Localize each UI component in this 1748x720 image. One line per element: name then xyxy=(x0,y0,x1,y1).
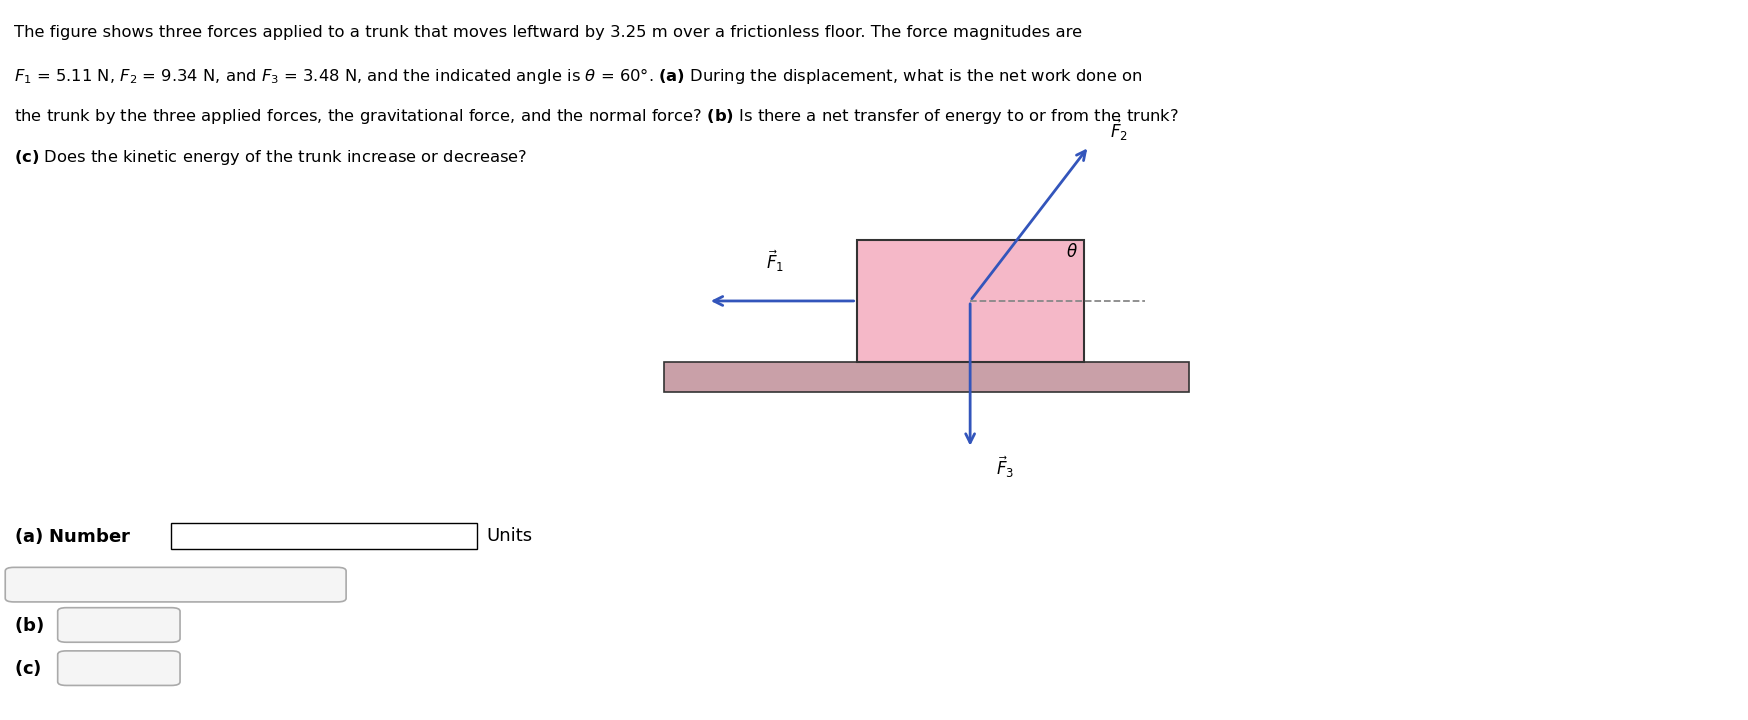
Text: $\theta$: $\theta$ xyxy=(1066,243,1079,261)
Bar xyxy=(857,240,1084,362)
Text: ▼: ▼ xyxy=(150,626,157,635)
Text: $\mathbf{(c)}$ Does the kinetic energy of the trunk increase or decrease?: $\mathbf{(c)}$ Does the kinetic energy o… xyxy=(14,148,528,167)
Text: ▲: ▲ xyxy=(316,575,323,583)
Text: $\mathbf{(b)}$: $\mathbf{(b)}$ xyxy=(14,615,44,635)
Text: $\mathbf{(a)}$ Number: $\mathbf{(a)}$ Number xyxy=(14,526,131,546)
Text: ▼: ▼ xyxy=(316,586,323,595)
Text: $\vec{F}_1$: $\vec{F}_1$ xyxy=(766,248,783,274)
Text: $\vec{F}_3$: $\vec{F}_3$ xyxy=(996,454,1014,480)
FancyBboxPatch shape xyxy=(58,608,180,642)
Text: ▲: ▲ xyxy=(150,615,157,624)
FancyBboxPatch shape xyxy=(58,651,180,685)
Text: The figure shows three forces applied to a trunk that moves leftward by 3.25 m o: The figure shows three forces applied to… xyxy=(14,25,1082,40)
Text: $\vec{F}_2$: $\vec{F}_2$ xyxy=(1110,117,1127,143)
Text: the trunk by the three applied forces, the gravitational force, and the normal f: the trunk by the three applied forces, t… xyxy=(14,107,1178,126)
Text: $F_1$ = 5.11 N, $F_2$ = 9.34 N, and $F_3$ = 3.48 N, and the indicated angle is $: $F_1$ = 5.11 N, $F_2$ = 9.34 N, and $F_3… xyxy=(14,66,1143,86)
Text: ▲: ▲ xyxy=(150,658,157,667)
FancyBboxPatch shape xyxy=(5,567,346,602)
Bar xyxy=(171,523,477,549)
Text: ▼: ▼ xyxy=(150,670,157,678)
Text: $\mathbf{(c)}$: $\mathbf{(c)}$ xyxy=(14,658,42,678)
Text: Units: Units xyxy=(486,527,531,546)
Bar xyxy=(664,362,1189,392)
